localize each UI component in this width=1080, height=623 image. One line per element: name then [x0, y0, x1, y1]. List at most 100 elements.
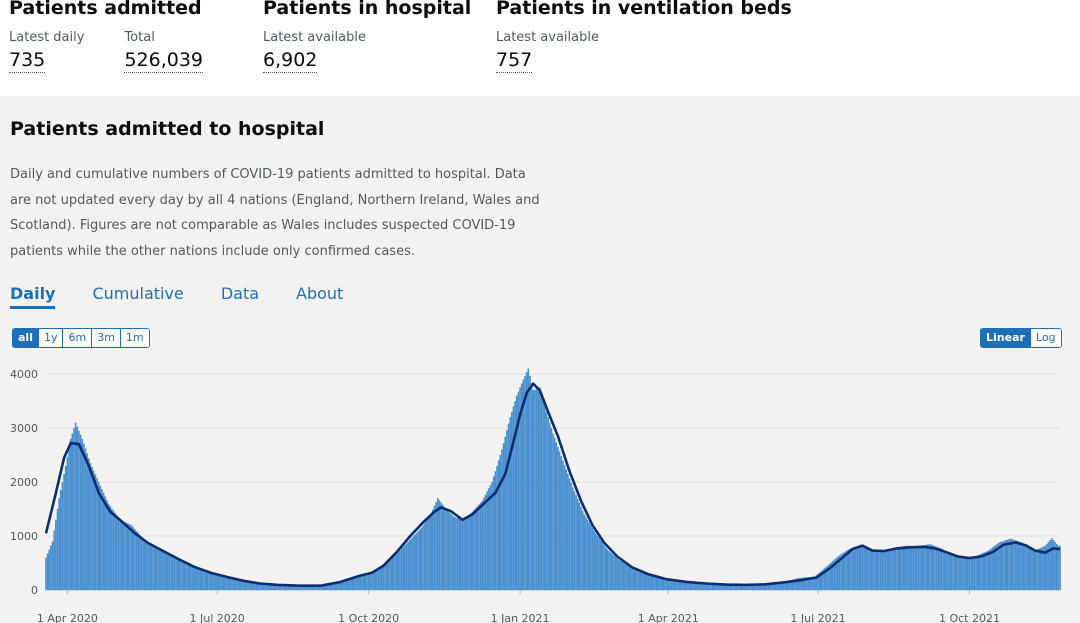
daily-bar — [575, 495, 577, 590]
daily-bar — [687, 581, 689, 590]
daily-bar — [889, 548, 892, 590]
range-3m-button[interactable]: 3m — [92, 329, 121, 347]
daily-bar — [861, 545, 864, 590]
daily-bar — [609, 552, 612, 590]
scale-linear-button[interactable]: Linear — [981, 329, 1031, 347]
daily-bar — [148, 543, 151, 590]
daily-bar — [716, 584, 719, 590]
daily-bar — [112, 510, 115, 590]
daily-bar — [886, 549, 888, 590]
daily-bar — [692, 582, 694, 590]
daily-bar — [884, 549, 887, 590]
daily-bar — [181, 562, 184, 590]
range-1m-button[interactable]: 1m — [120, 329, 149, 347]
x-tick-label: 1 Jul 2020 — [190, 612, 245, 623]
daily-bar — [404, 545, 406, 590]
daily-bar — [731, 584, 734, 590]
daily-bar — [408, 539, 411, 590]
daily-bar — [451, 515, 454, 590]
daily-bar — [68, 447, 70, 590]
daily-bar — [688, 582, 691, 590]
daily-bar — [734, 584, 737, 590]
daily-bar — [593, 530, 595, 590]
daily-bar — [1050, 538, 1053, 590]
metric-label: Total — [124, 30, 155, 45]
daily-bar — [1026, 546, 1028, 590]
daily-bar — [776, 582, 778, 590]
daily-bar — [947, 552, 949, 590]
daily-bar — [1042, 546, 1045, 590]
daily-bar — [642, 573, 645, 590]
daily-bar — [874, 550, 877, 590]
daily-bar — [641, 572, 643, 590]
daily-bar — [1011, 539, 1014, 590]
daily-bar — [1031, 549, 1033, 590]
daily-bar — [53, 530, 56, 590]
daily-bar — [539, 387, 541, 590]
daily-bar — [604, 547, 607, 590]
daily-bar — [634, 569, 637, 590]
daily-bar — [502, 443, 505, 590]
daily-bar — [646, 574, 648, 590]
daily-bar — [117, 517, 120, 590]
daily-bar — [945, 551, 948, 590]
daily-bar — [915, 546, 918, 590]
daily-bar — [1014, 540, 1017, 590]
daily-bar — [650, 575, 653, 590]
daily-bar — [632, 568, 635, 590]
tab-data[interactable]: Data — [220, 284, 260, 303]
daily-bar — [1032, 551, 1035, 590]
daily-bar — [356, 576, 358, 590]
daily-bar — [81, 438, 84, 590]
daily-bar — [675, 580, 678, 590]
daily-bar — [397, 551, 400, 590]
daily-bar — [741, 584, 744, 590]
daily-bar — [137, 532, 140, 590]
tab-cumulative[interactable]: Cumulative — [92, 284, 184, 303]
daily-bar — [596, 535, 599, 590]
daily-bar — [150, 544, 153, 590]
daily-bar — [748, 584, 750, 590]
metric-value[interactable]: 6,902 — [263, 49, 318, 73]
metric-value[interactable]: 735 — [9, 49, 46, 73]
range-6m-button[interactable]: 6m — [63, 329, 93, 347]
metric-value[interactable]: 526,039 — [124, 49, 204, 73]
daily-bar — [963, 557, 966, 590]
daily-bar — [919, 545, 921, 590]
daily-bar — [644, 573, 647, 590]
daily-bar — [789, 580, 791, 590]
metric-value[interactable]: 757 — [496, 49, 533, 73]
daily-bar — [349, 578, 352, 590]
daily-bar — [537, 388, 540, 590]
tab-about[interactable]: About — [296, 284, 344, 303]
daily-bar — [708, 583, 711, 590]
daily-bar — [496, 465, 498, 590]
daily-bar — [101, 489, 103, 590]
daily-bar — [973, 556, 976, 590]
daily-bar — [899, 546, 902, 590]
x-tick-label: 1 Jan 2021 — [491, 612, 550, 623]
daily-bar — [766, 583, 768, 590]
range-1y-button[interactable]: 1y — [38, 329, 64, 347]
daily-bar — [222, 577, 225, 590]
range-all-button[interactable]: all — [13, 329, 39, 347]
daily-bar — [78, 430, 80, 590]
daily-bar — [703, 583, 706, 590]
daily-bar — [364, 573, 367, 590]
daily-bar — [787, 580, 790, 590]
daily-bar — [348, 578, 350, 590]
daily-bar — [180, 561, 182, 590]
tab-daily[interactable]: Daily — [10, 284, 56, 309]
x-tick-label: 1 Apr 2021 — [638, 612, 699, 623]
daily-bar — [706, 583, 709, 590]
daily-bar — [920, 545, 923, 590]
daily-bar — [438, 500, 441, 590]
daily-bar — [145, 541, 148, 590]
daily-bar — [191, 566, 194, 590]
daily-bar — [246, 581, 248, 590]
scale-log-button[interactable]: Log — [1030, 329, 1061, 347]
admissions-chart[interactable]: 0 1000 2000 3000 4000 1 Apr 2020 1 Jul 2020 1 O… — [0, 96, 1080, 623]
daily-bar — [966, 557, 969, 590]
daily-bar — [728, 584, 730, 590]
daily-bar — [892, 547, 895, 590]
